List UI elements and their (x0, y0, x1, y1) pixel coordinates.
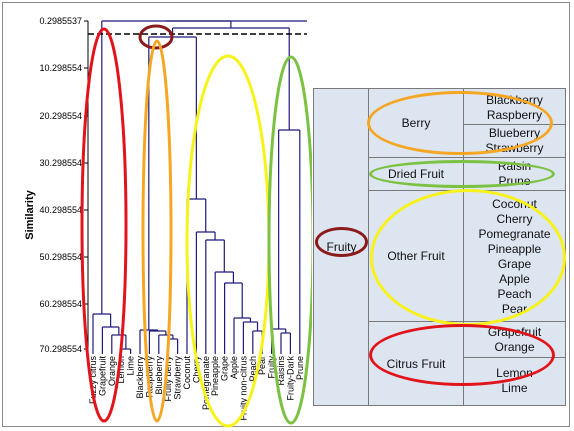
leaf-label: Blueberry (154, 356, 164, 395)
leaf-label: Lime (126, 356, 136, 376)
fruit-list-dried: Raisin Prune (464, 158, 565, 190)
leaf-label: Strawberry (173, 356, 183, 400)
group-berry: Berry (369, 89, 463, 157)
y-tick-label: 0.2985537 (39, 16, 82, 26)
fruit-item: Orange (494, 340, 535, 354)
leaf-label: Fuzzy citrus (88, 356, 98, 405)
leaf-label: Peach (248, 356, 258, 382)
fruit-list-berry-1: Blackberry Raspberry (464, 91, 565, 124)
flavor-table: Fruity Berry Blackberry Raspberry Bluebe… (313, 88, 566, 406)
leaf-label: Fruity (267, 356, 277, 379)
leaf-label: Fruity berry (163, 356, 173, 402)
leaf-label: Cherry (191, 356, 201, 384)
fruit-item: Blackberry (486, 92, 543, 107)
figure-frame (2, 2, 570, 427)
fruit-item: Blueberry (488, 126, 541, 140)
root-category: Fruity (314, 89, 369, 405)
y-axis: 0.2985537 10.298554 20.298554 30.298554 40.2… (39, 16, 89, 354)
leaf-label: Apple (229, 356, 239, 379)
fruit-item: Apple (499, 271, 530, 286)
fruit-item: Coconut (492, 196, 537, 211)
fruit-item: Raspberry (486, 107, 543, 122)
y-tick-label: 60.298554 (39, 299, 82, 309)
divider (368, 89, 369, 405)
y-tick-label: 70.298554 (39, 344, 82, 354)
leaf-label: Pomegranate (201, 356, 211, 410)
fruit-list-other: Coconut Cherry Pomegranate Pineapple Gra… (464, 193, 565, 320)
fruit-item: Cherry (496, 211, 533, 226)
fruit-item: Lemon (496, 366, 533, 380)
fruit-item: Prune (498, 174, 531, 188)
divider (464, 357, 565, 358)
y-tick-label: 10.298554 (39, 63, 82, 73)
fruit-item: Pomegranate (478, 226, 551, 241)
leaf-label: Pineapple (210, 356, 220, 396)
cluster-oval-root (138, 24, 174, 50)
group-other-fruit: Other Fruit (369, 191, 463, 321)
fruit-item: Pear (501, 301, 528, 316)
fruit-list-citrus-1: Grapefruit Orange (464, 324, 565, 356)
leaf-labels: Fuzzy citrus Grapefruit Orange Lemon Lime Bla… (88, 356, 305, 421)
divider (369, 321, 565, 322)
cluster-oval-berry (141, 39, 173, 423)
leaf-label: Grapefruit (97, 356, 107, 397)
fruit-item: Raisin (497, 159, 532, 173)
cluster-highlights (80, 24, 312, 428)
leaf-label: Blackberry (135, 356, 145, 399)
fruit-item: Strawberry (485, 141, 544, 155)
y-axis-label: Similarity (24, 189, 36, 239)
fruit-item: Grape (497, 256, 532, 271)
group-label-citrus-fruit: Citrus Fruit (386, 356, 446, 371)
cluster-oval-dried (267, 55, 312, 425)
leaf-label: Coconut (182, 356, 192, 390)
leaf-label: Raisins (276, 356, 286, 386)
group-citrus-fruit: Citrus Fruit (369, 322, 463, 405)
fruit-item: Pineapple (487, 241, 542, 256)
fruit-list-berry-2: Blueberry Strawberry (464, 125, 565, 157)
fruit-list-citrus-2: Lemon Lime (464, 359, 565, 403)
divider (464, 124, 565, 125)
dendrogram: Similarity 0.2985537 10.298554 20.298554 30… (24, 16, 312, 428)
leaf-label: Pear (257, 356, 267, 375)
leaf-label: Orange (107, 356, 117, 386)
y-tick-label: 50.298554 (39, 252, 82, 262)
y-tick-label: 40.298554 (39, 205, 82, 215)
leaf-label: Fruity non-citrus (238, 356, 248, 421)
divider (369, 157, 565, 158)
y-tick-label: 30.298554 (39, 158, 82, 168)
fruit-item: Grapefruit (487, 325, 542, 339)
leaf-label: Prune (295, 356, 305, 380)
group-label-berry: Berry (401, 116, 431, 130)
divider (463, 89, 464, 405)
leaf-label: Lemon (116, 356, 126, 384)
group-label-other-fruit: Other Fruit (387, 249, 445, 263)
leaf-label: Fruity-Dark (285, 356, 295, 401)
group-label-dried-fruit: Dried Fruit (387, 167, 444, 181)
group-dried-fruit: Dried Fruit (369, 158, 463, 190)
leaf-label: Grape (220, 356, 230, 381)
root-label: Fruity (326, 240, 357, 254)
cluster-oval-citrus (80, 27, 128, 423)
y-tick-label: 20.298554 (39, 111, 82, 121)
fruit-item: Lime (501, 381, 528, 395)
fruit-item: Peach (497, 286, 532, 301)
